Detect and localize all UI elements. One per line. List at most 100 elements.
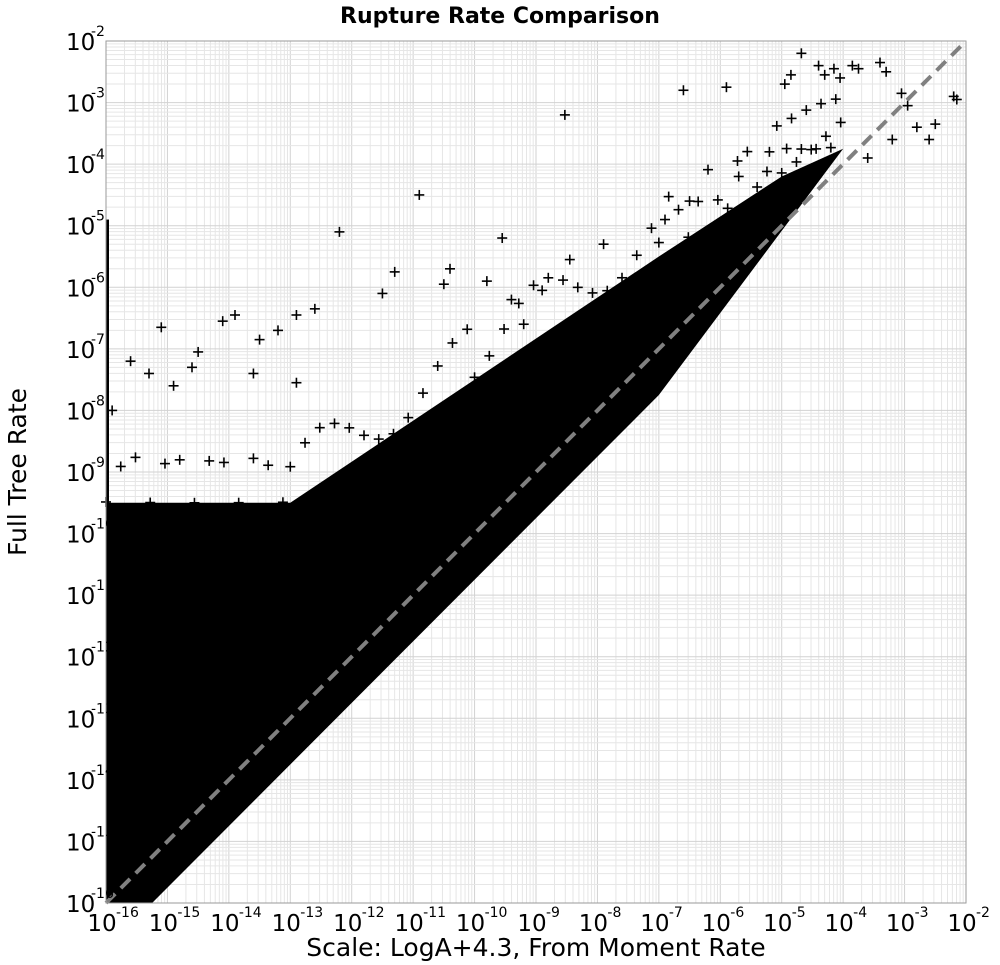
y-tick-label: 10 xyxy=(66,30,95,56)
scatter-point xyxy=(373,434,384,445)
scatter-point xyxy=(248,368,259,379)
scatter-point xyxy=(248,453,259,464)
x-tick-exponent: -9 xyxy=(546,905,560,921)
dense-point-region xyxy=(106,148,844,904)
scatter-point xyxy=(752,182,763,193)
scatter-point xyxy=(314,422,325,433)
y-tick-exponent: -16 xyxy=(91,886,114,902)
scatter-point xyxy=(254,334,265,345)
scatter-point xyxy=(528,280,539,291)
y-tick-label: 10 xyxy=(66,276,95,302)
scatter-point xyxy=(156,322,167,333)
scatter-point xyxy=(791,156,802,167)
scatter-point xyxy=(277,497,288,508)
dense-scatter-strip xyxy=(106,219,109,904)
x-tick-exponent: -6 xyxy=(730,905,744,921)
y-tick-label: 10 xyxy=(66,338,95,364)
scatter-point xyxy=(300,437,311,448)
x-tick-label: 10 xyxy=(763,911,792,937)
scatter-point xyxy=(911,122,922,133)
x-tick-exponent: -10 xyxy=(485,905,508,921)
scatter-point xyxy=(204,455,215,466)
scatter-point xyxy=(174,454,185,465)
scatter-point xyxy=(499,324,510,335)
x-tick-label: 10 xyxy=(640,911,669,937)
scatter-point xyxy=(646,223,657,234)
scatter-point xyxy=(712,194,723,205)
scatter-point xyxy=(742,146,753,157)
x-tick-label: 10 xyxy=(87,911,116,937)
scatter-point xyxy=(218,457,229,468)
scatter-point xyxy=(785,69,796,80)
x-tick-exponent: -14 xyxy=(239,905,262,921)
scatter-point xyxy=(617,272,627,283)
y-tick-label: 10 xyxy=(66,215,95,241)
scatter-point xyxy=(107,405,118,416)
y-tick-label: 10 xyxy=(66,584,95,610)
dense-scatter-area xyxy=(106,148,844,903)
scatter-point xyxy=(771,120,782,131)
x-tick-label: 10 xyxy=(395,911,424,937)
scatter-point xyxy=(835,117,846,128)
x-tick-label: 10 xyxy=(825,911,854,937)
scatter-point xyxy=(683,232,694,243)
scatter-point xyxy=(506,294,517,305)
y-tick-exponent: -13 xyxy=(91,701,114,717)
y-tick-exponent: -9 xyxy=(91,455,105,471)
scatter-point xyxy=(776,167,787,178)
y-tick-exponent: -11 xyxy=(91,578,114,594)
x-tick-exponent: -4 xyxy=(853,905,867,921)
scatter-point xyxy=(830,94,841,105)
scatter-point xyxy=(602,285,613,296)
scatter-point xyxy=(811,143,822,154)
scatter-point xyxy=(703,164,713,175)
x-tick-label: 10 xyxy=(149,911,178,937)
scatter-point xyxy=(598,239,609,250)
scatter-point xyxy=(678,85,689,96)
scatter-point xyxy=(445,263,455,274)
scatter-point xyxy=(291,377,302,388)
scatter-point xyxy=(673,204,684,215)
scatter-point xyxy=(403,412,414,423)
scatter-points xyxy=(101,48,962,508)
y-tick-label: 10 xyxy=(66,461,95,487)
scatter-point xyxy=(828,63,839,74)
scatter-point xyxy=(693,196,704,207)
scatter-point xyxy=(887,134,898,145)
scatter-point xyxy=(819,69,830,80)
scatter-point xyxy=(721,82,732,93)
scatter-point xyxy=(193,346,204,357)
y-tick-exponent: -15 xyxy=(91,824,114,840)
scatter-point xyxy=(389,266,400,277)
scatter-point xyxy=(115,461,126,472)
scatter-point xyxy=(847,60,858,71)
scatter-point xyxy=(796,48,807,59)
y-tick-exponent: -7 xyxy=(91,332,105,348)
x-axis-ticks: 10 -16 10 -15 10 -14 10 -13 10 -12 10 -11 10 -10 10 -9 1… xyxy=(87,905,990,937)
scatter-point xyxy=(462,324,473,335)
scatter-point xyxy=(537,285,548,296)
scatter-point xyxy=(309,303,320,314)
x-tick-label: 10 xyxy=(210,911,239,937)
x-tick-exponent: -15 xyxy=(177,905,200,921)
scatter-point xyxy=(447,337,458,348)
y-tick-label: 10 xyxy=(66,399,95,425)
scatter-point xyxy=(786,113,797,124)
scatter-point xyxy=(663,191,674,202)
scatter-point xyxy=(875,57,885,68)
x-tick-label: 10 xyxy=(579,911,608,937)
x-tick-label: 10 xyxy=(333,911,362,937)
scatter-point xyxy=(417,388,428,399)
y-tick-exponent: -2 xyxy=(91,24,105,40)
x-tick-label: 10 xyxy=(947,911,976,937)
y-tick-label: 10 xyxy=(66,892,95,918)
y-axis-label: Full Tree Rate xyxy=(3,388,32,556)
scatter-point xyxy=(285,461,296,472)
scatter-point xyxy=(733,171,744,182)
scatter-point xyxy=(414,189,425,200)
y-tick-exponent: -6 xyxy=(91,270,105,286)
scatter-point xyxy=(230,309,240,320)
scatter-point xyxy=(273,325,283,336)
y-tick-label: 10 xyxy=(66,830,95,856)
scatter-point xyxy=(438,279,449,290)
